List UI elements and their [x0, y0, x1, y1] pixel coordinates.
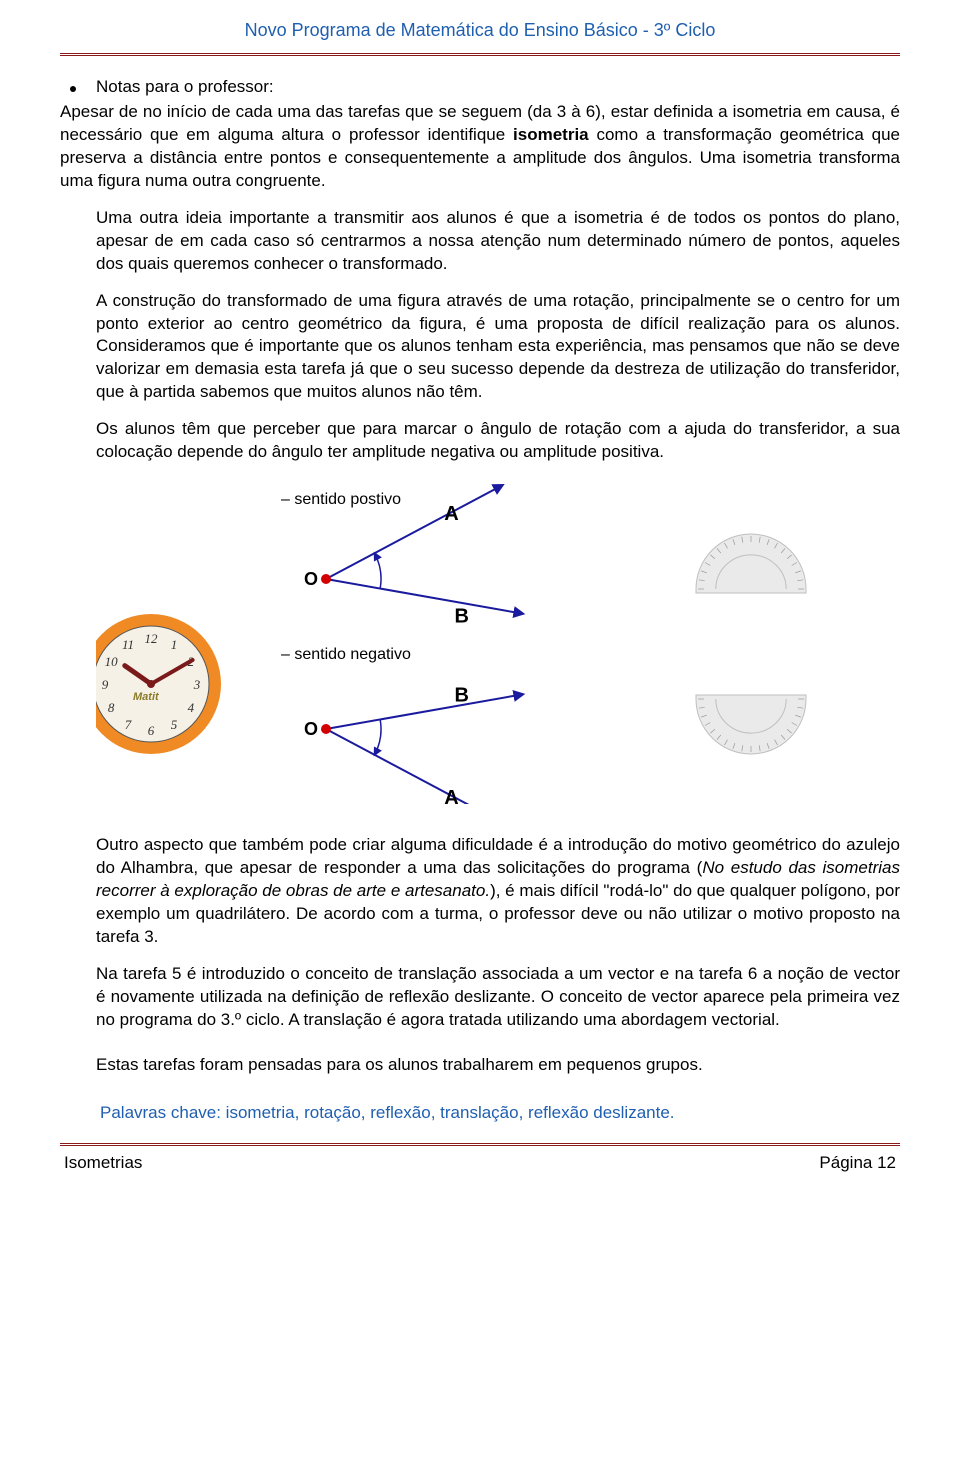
- svg-text:– sentido postivo: – sentido postivo: [281, 491, 401, 508]
- svg-text:Matit: Matit: [133, 691, 160, 703]
- paragraph-6: Na tarefa 5 é introduzido o conceito de …: [60, 963, 900, 1032]
- svg-text:A: A: [444, 787, 458, 804]
- paragraph-1: Apesar de no início de cada uma das tare…: [60, 101, 900, 193]
- paragraph-5: Outro aspecto que também pode criar algu…: [60, 834, 900, 949]
- svg-text:B: B: [454, 605, 468, 627]
- svg-text:11: 11: [122, 637, 134, 652]
- paragraph-1-bold: isometria: [513, 125, 589, 144]
- notes-heading: Notas para o professor:: [96, 77, 274, 97]
- svg-text:10: 10: [105, 654, 119, 669]
- svg-text:7: 7: [125, 717, 132, 732]
- svg-text:9: 9: [102, 677, 109, 692]
- paragraph-2: Uma outra ideia importante a transmitir …: [60, 207, 900, 276]
- svg-text:6: 6: [148, 723, 155, 738]
- svg-text:A: A: [444, 503, 458, 525]
- paragraph-7: Estas tarefas foram pensadas para os alu…: [60, 1054, 900, 1077]
- footer-right: Página 12: [819, 1153, 896, 1173]
- page-header-title: Novo Programa de Matemática do Ensino Bá…: [60, 20, 900, 49]
- svg-text:O: O: [304, 719, 318, 739]
- svg-text:12: 12: [145, 631, 159, 646]
- svg-text:3: 3: [193, 677, 201, 692]
- svg-text:B: B: [454, 685, 468, 707]
- footer-left: Isometrias: [64, 1153, 142, 1173]
- keywords-line: Palavras chave: isometria, rotação, refl…: [60, 1103, 900, 1123]
- svg-text:8: 8: [108, 700, 115, 715]
- svg-text:5: 5: [171, 717, 178, 732]
- svg-text:O: O: [304, 569, 318, 589]
- svg-text:– sentido negativo: – sentido negativo: [281, 646, 411, 663]
- bullet-icon: [70, 86, 76, 92]
- svg-text:4: 4: [188, 700, 195, 715]
- paragraph-4: Os alunos têm que perceber que para marc…: [60, 418, 900, 464]
- paragraph-3: A construção do transformado de uma figu…: [60, 290, 900, 405]
- svg-text:1: 1: [171, 637, 178, 652]
- header-rule: [60, 53, 900, 57]
- rotation-diagram: – sentido postivo O A B – sentido negativo O B…: [60, 484, 900, 804]
- footer-rule: [60, 1143, 900, 1147]
